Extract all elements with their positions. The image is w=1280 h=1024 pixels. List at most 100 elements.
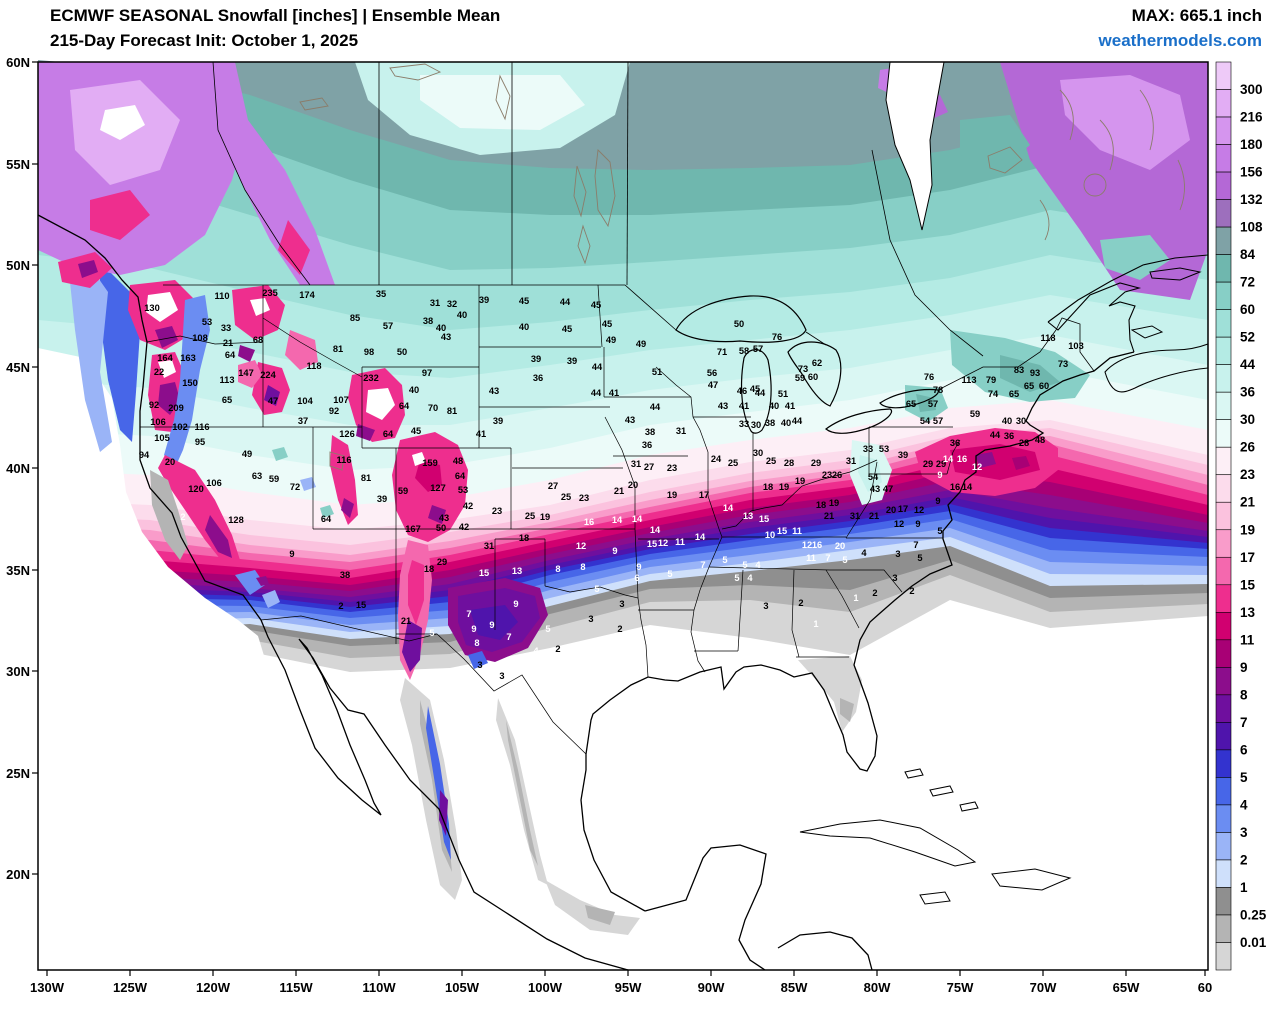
legend-value-label: 7: [1240, 715, 1248, 730]
map-art: [400, 678, 462, 900]
map-value-label: 98: [364, 347, 374, 357]
map-value-label: 59: [398, 486, 408, 496]
yucatan-coastline: [644, 844, 767, 971]
legend-value-label: 300: [1240, 82, 1263, 97]
lat-label: 55N: [6, 157, 30, 172]
map-value-label: 28: [784, 458, 794, 468]
map-value-label: 116: [337, 455, 352, 465]
map-art: [300, 477, 316, 491]
map-value-label: 28: [1019, 438, 1029, 448]
legend-cell: [1215, 61, 1232, 90]
map-value-label: 31: [631, 459, 641, 469]
legend-value-label: 5: [1240, 770, 1248, 785]
map-art: [262, 317, 363, 378]
map-value-label: 45: [411, 426, 421, 436]
map-value-label: 25: [525, 511, 535, 521]
map-value-label: 72: [290, 482, 300, 492]
map-value-label: 14: [650, 525, 661, 535]
lat-label: 50N: [6, 258, 30, 273]
map-value-label: 63: [252, 471, 262, 481]
map-value-label: 17: [898, 504, 908, 514]
map-art: [70, 252, 112, 452]
pacific-coastline: [37, 214, 629, 971]
map-value-label: 42: [463, 501, 473, 511]
map-art: [495, 74, 511, 121]
map-art: [341, 498, 354, 518]
lat-label: 25N: [6, 766, 30, 781]
bahamas: [904, 768, 979, 812]
map-value-label: 40: [781, 418, 791, 428]
map-value-label: 50: [734, 319, 744, 329]
map-value-label: 44: [792, 416, 803, 426]
map-value-label: 18: [763, 482, 773, 492]
map-value-label: 14: [612, 515, 623, 525]
map-value-label: 15: [479, 568, 489, 578]
legend-cell: [1215, 777, 1232, 806]
map-art: [1055, 317, 1095, 372]
map-art: [299, 97, 329, 111]
honduras-coastline: [777, 931, 873, 971]
map-value-label: 44: [592, 362, 603, 372]
map-value-label: 24: [711, 454, 722, 464]
map-art: [150, 470, 188, 560]
map-value-label: 118: [307, 361, 322, 371]
map-value-label: 15: [777, 526, 787, 536]
map-value-label: 39: [898, 450, 908, 460]
legend-cell: [1215, 556, 1232, 586]
pacific-ocean-mask: [38, 348, 468, 970]
map-value-label: 6: [634, 573, 639, 583]
map-value-label: 57: [383, 321, 393, 331]
map-value-label: 41: [739, 401, 749, 411]
map-value-label: 8: [580, 562, 585, 572]
map-value-label: 44: [755, 388, 766, 398]
map-value-label: 45: [602, 319, 612, 329]
map-art: [90, 190, 150, 240]
legend-cell: [1215, 89, 1232, 118]
map-value-label: 43: [441, 332, 451, 342]
map-value-label: 33: [221, 323, 231, 333]
legend-cell: [1215, 887, 1232, 916]
map-value-label: 5: [722, 555, 727, 565]
map-value-label: 3: [763, 601, 768, 611]
canadian-lakes-rivers: [299, 63, 1185, 471]
map-art: [594, 149, 616, 228]
map-art: [1000, 355, 1060, 392]
map-value-label: 9: [289, 549, 294, 559]
map-value-label: 43: [718, 401, 728, 411]
map-value-label: 21: [824, 511, 834, 521]
map-value-label: 110: [215, 291, 230, 301]
map-value-label: 20: [165, 457, 175, 467]
map-value-label: 29: [437, 557, 447, 567]
map-art: [573, 165, 587, 218]
legend-cell: [1215, 859, 1232, 888]
map-value-label: 118: [1041, 333, 1056, 343]
map-value-label: 12: [894, 519, 904, 529]
legend-cell: [1215, 336, 1232, 365]
map-value-label: 44: [990, 430, 1001, 440]
map-value-label: 47: [708, 380, 718, 390]
map-value-label: 3: [477, 660, 482, 670]
map-value-label: 65: [1024, 381, 1034, 391]
site-link[interactable]: weathermodels.com: [1098, 31, 1262, 50]
map-value-label: 19: [779, 482, 789, 492]
map-value-label: 54: [868, 472, 879, 482]
map-value-label: 4: [747, 573, 753, 583]
map-art: [402, 620, 422, 672]
map-art: [1083, 173, 1107, 197]
legend-cell: [1215, 942, 1232, 971]
lon-label: 110W: [362, 980, 396, 995]
map-value-label: 40: [519, 322, 529, 332]
map-art: [320, 505, 334, 518]
legend-cell: [1215, 694, 1232, 723]
map-value-label: 64: [455, 471, 466, 481]
map-value-label: 105: [154, 433, 170, 443]
map-value-label: 9: [937, 470, 942, 480]
legend-colorbar: 3002161801561321088472605244363026232119…: [1215, 61, 1267, 971]
map-value-label: 45: [562, 324, 572, 334]
map-value-label: 47: [883, 484, 893, 494]
map-value-label: 38: [423, 316, 433, 326]
map-value-label: 31: [676, 426, 686, 436]
legend-value-label: 11: [1240, 632, 1255, 647]
map-value-label: 5: [429, 628, 434, 638]
map-art: [634, 528, 639, 599]
